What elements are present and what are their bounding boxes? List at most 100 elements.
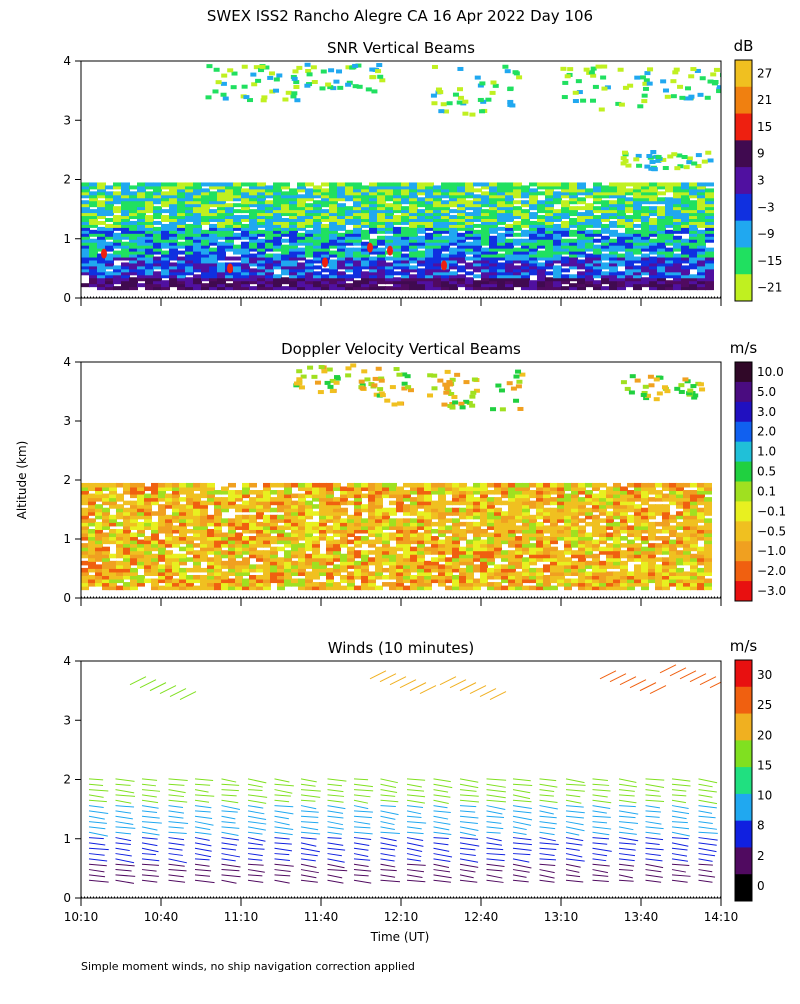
snr-cell xyxy=(447,101,453,105)
doppler-cell xyxy=(529,586,537,591)
doppler-cell xyxy=(95,522,103,527)
snr-cell xyxy=(577,271,586,275)
doppler-cell xyxy=(592,515,600,520)
doppler-cell xyxy=(459,522,467,527)
snr-cell xyxy=(393,271,402,275)
snr-cell xyxy=(663,89,669,93)
snr-cell xyxy=(217,242,226,246)
doppler-cell xyxy=(459,568,467,573)
snr-cell xyxy=(185,224,194,228)
snr-cell xyxy=(329,182,338,186)
snr-cell xyxy=(650,150,656,154)
snr-cell xyxy=(209,209,218,213)
doppler-cell xyxy=(550,483,558,488)
y-tick-label: 1 xyxy=(63,232,71,246)
snr-cell xyxy=(601,200,610,204)
doppler-cell xyxy=(116,529,124,534)
y-tick-label: 3 xyxy=(63,113,71,127)
doppler-cell xyxy=(102,483,110,488)
snr-cell xyxy=(705,248,714,252)
panel-data xyxy=(81,63,755,290)
snr-cell xyxy=(609,182,618,186)
doppler-cell xyxy=(137,575,145,580)
doppler-cell xyxy=(648,543,656,548)
snr-cell xyxy=(513,200,522,204)
snr-cell xyxy=(312,80,318,84)
doppler-cell xyxy=(389,582,397,587)
snr-cell xyxy=(441,182,450,186)
snr-cell xyxy=(449,271,458,275)
snr-cell xyxy=(625,197,634,201)
doppler-cell xyxy=(613,522,621,527)
snr-cell xyxy=(569,274,578,278)
snr-cell xyxy=(169,182,178,186)
doppler-cell xyxy=(571,483,579,488)
snr-cell xyxy=(177,257,186,261)
doppler-cell xyxy=(319,554,327,559)
doppler-cell xyxy=(669,483,677,488)
doppler-cell xyxy=(515,571,523,576)
snr-hotspot xyxy=(101,249,107,259)
snr-cell xyxy=(617,271,626,275)
snr-cell xyxy=(641,277,650,281)
doppler-cell xyxy=(508,550,516,555)
snr-cell xyxy=(677,85,683,89)
snr-cell xyxy=(646,154,652,158)
snr-cell xyxy=(385,286,394,290)
doppler-cell xyxy=(291,501,299,506)
snr-cell xyxy=(296,66,302,70)
doppler-cell xyxy=(529,483,537,488)
snr-cell xyxy=(241,182,250,186)
snr-cell xyxy=(121,242,130,246)
doppler-cell xyxy=(249,490,257,495)
doppler-cell xyxy=(431,557,439,562)
doppler-cell xyxy=(599,490,607,495)
snr-cell xyxy=(665,230,674,234)
doppler-cell xyxy=(445,518,453,523)
snr-cell xyxy=(409,274,418,278)
snr-hotspot xyxy=(387,246,393,256)
doppler-cell xyxy=(410,575,418,580)
doppler-cell xyxy=(81,508,89,513)
snr-cell xyxy=(714,68,720,72)
doppler-cell xyxy=(221,571,229,576)
doppler-cell xyxy=(186,483,194,488)
snr-cell xyxy=(665,95,671,99)
doppler-cell xyxy=(438,540,446,545)
snr-cell xyxy=(161,209,170,213)
doppler-cell xyxy=(165,515,173,520)
snr-cell xyxy=(257,182,266,186)
snr-cell xyxy=(305,63,311,67)
doppler-cell xyxy=(123,508,131,513)
snr-cell xyxy=(333,80,339,84)
snr-cell xyxy=(269,71,275,75)
snr-cell xyxy=(513,221,522,225)
snr-cell xyxy=(292,77,298,81)
snr-cell xyxy=(453,93,459,97)
doppler-cell xyxy=(529,543,537,548)
snr-cell xyxy=(647,67,653,71)
snr-cell xyxy=(619,103,625,107)
doppler-cell xyxy=(466,486,474,491)
snr-cell xyxy=(705,151,711,155)
snr-cell xyxy=(97,227,106,231)
doppler-cell xyxy=(585,483,593,488)
doppler-cell xyxy=(648,497,656,502)
snr-cell xyxy=(656,155,662,159)
snr-cell xyxy=(633,265,642,269)
snr-cell xyxy=(649,257,658,261)
snr-cell xyxy=(371,89,377,93)
doppler-cell xyxy=(228,490,236,495)
doppler-cell xyxy=(326,568,334,573)
doppler-cell xyxy=(445,557,453,562)
snr-cell xyxy=(432,65,438,69)
snr-cell xyxy=(385,236,394,240)
snr-cell xyxy=(321,188,330,192)
snr-cell xyxy=(584,68,590,72)
doppler-cell xyxy=(270,515,278,520)
snr-cell xyxy=(569,283,578,287)
doppler-cell xyxy=(396,554,404,559)
panel-title: SNR Vertical Beams xyxy=(327,39,475,57)
snr-cell xyxy=(321,224,330,228)
snr-cell xyxy=(633,230,642,234)
